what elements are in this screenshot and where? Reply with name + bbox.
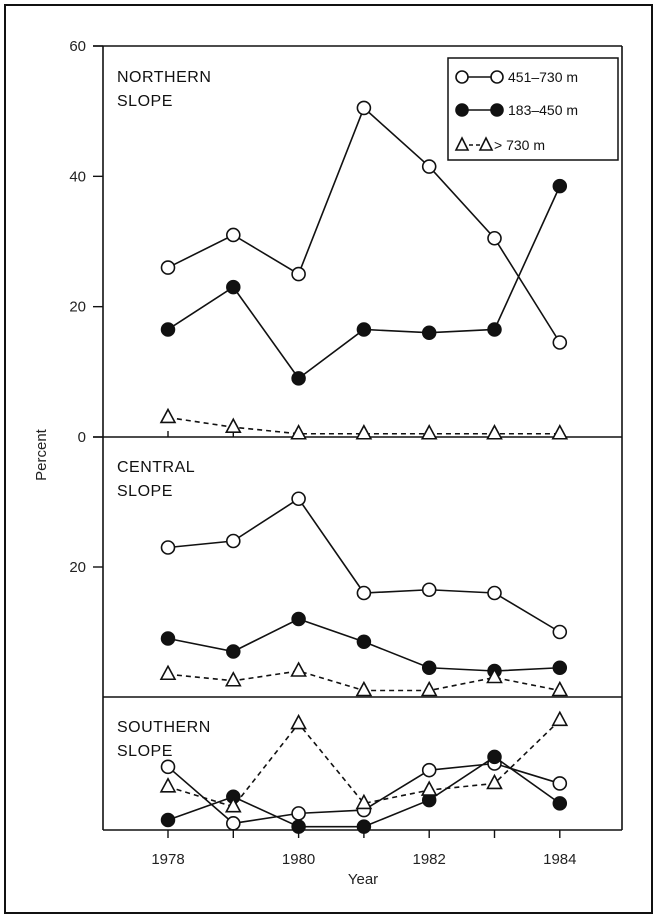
data-point-open-circle: [226, 533, 241, 549]
data-point-triangle: [355, 680, 373, 697]
data-point-filled-circle: [356, 322, 372, 337]
data-point-open-circle: [421, 762, 437, 778]
series-layer: [159, 100, 569, 834]
data-point-triangle: [551, 680, 569, 697]
panel-title-line2: SLOPE: [117, 93, 173, 110]
series-line: [167, 185, 561, 380]
data-point-filled-circle: [487, 749, 502, 765]
legend-label-451-730: 451–730 m: [508, 69, 578, 85]
y-axis-title: Percent: [33, 428, 50, 481]
data-point-open-circle: [487, 585, 502, 601]
y-tick-label: 0: [78, 429, 86, 446]
data-point-triangle: [420, 780, 438, 796]
legend-marker-triangle-right: [478, 136, 494, 151]
legend-marker-triangle-left: [454, 136, 470, 151]
x-axis-title: Year: [348, 871, 378, 888]
legend-label-183-450: 183–450 m: [508, 102, 578, 118]
data-point-triangle: [551, 710, 569, 727]
series-line: [167, 497, 561, 633]
x-tick-label: 1980: [282, 851, 315, 868]
data-point-triangle: [486, 773, 503, 790]
data-point-triangle: [355, 424, 373, 440]
panel-title-line1: CENTRAL: [117, 459, 195, 476]
data-point-triangle: [486, 667, 503, 684]
data-point-open-circle: [291, 491, 306, 507]
data-point-filled-circle: [160, 322, 176, 337]
data-point-filled-circle: [291, 611, 306, 627]
data-point-filled-circle: [421, 660, 437, 675]
data-point-filled-circle: [552, 660, 568, 675]
data-point-filled-circle: [160, 812, 176, 828]
data-point-filled-circle: [160, 631, 176, 646]
panel-title-line1: SOUTHERN: [117, 719, 211, 736]
figure-frame: [4, 4, 653, 914]
data-point-open-circle: [552, 335, 568, 350]
data-point-open-circle: [160, 759, 176, 775]
data-point-triangle: [224, 797, 242, 813]
data-point-filled-circle: [226, 644, 241, 659]
data-point-filled-circle: [487, 322, 502, 337]
data-point-filled-circle: [356, 819, 372, 834]
legend-marker-open-circle-left: [455, 70, 469, 84]
legend: 451–730 m 183–450 m > 730 m: [447, 57, 619, 161]
data-point-open-circle: [356, 100, 372, 116]
x-tick-label: 1978: [151, 851, 184, 868]
data-point-open-circle: [421, 159, 437, 174]
y-tick-label: 40: [69, 168, 86, 185]
data-point-filled-circle: [552, 796, 568, 811]
data-point-triangle: [159, 777, 177, 793]
data-point-open-circle: [226, 816, 241, 831]
data-point-filled-circle: [421, 325, 437, 340]
y-tick-label: 20: [69, 559, 86, 576]
axes-layer: 1978 1980 1982 1984 0 20 40 60 20: [69, 38, 623, 868]
data-point-filled-circle: [291, 819, 306, 834]
panel-title-line1: NORTHERN: [117, 69, 211, 86]
data-point-filled-circle: [291, 371, 306, 386]
data-point-filled-circle: [226, 279, 241, 295]
legend-marker-filled-circle-right: [490, 103, 504, 117]
panels-layer: NORTHERN SLOPE CENTRAL SLOPE SOUTHERN SLOPE: [117, 69, 211, 760]
data-point-open-circle: [291, 806, 306, 821]
legend-marker-filled-circle-left: [455, 103, 469, 117]
data-point-open-circle: [160, 260, 176, 275]
panel-title-line2: SLOPE: [117, 743, 173, 760]
data-point-triangle: [486, 424, 503, 440]
data-point-triangle: [224, 417, 242, 434]
data-point-open-circle: [160, 540, 176, 555]
panel-title-line2: SLOPE: [117, 483, 173, 500]
data-point-triangle: [551, 424, 569, 440]
data-point-open-circle: [226, 227, 241, 243]
data-point-filled-circle: [356, 634, 372, 649]
data-point-triangle: [290, 713, 307, 730]
data-point-triangle: [355, 793, 373, 810]
data-point-open-circle: [487, 230, 502, 246]
data-point-triangle: [159, 407, 177, 424]
data-point-open-circle: [421, 582, 437, 598]
y-tick-label: 60: [69, 38, 86, 55]
y-tick-label: 20: [69, 299, 86, 316]
data-point-open-circle: [552, 776, 568, 791]
x-tick-label: 1982: [413, 851, 446, 868]
data-point-triangle: [290, 661, 307, 677]
data-point-filled-circle: [552, 178, 568, 194]
data-point-triangle: [420, 680, 438, 697]
data-point-triangle: [420, 424, 438, 440]
data-point-triangle: [224, 671, 242, 687]
data-point-open-circle: [291, 266, 306, 282]
data-point-triangle: [159, 664, 177, 681]
legend-label-gt-730: > 730 m: [494, 137, 545, 153]
data-point-open-circle: [356, 585, 372, 601]
legend-marker-open-circle-right: [490, 70, 504, 84]
legend-box: [447, 57, 619, 161]
data-point-triangle: [290, 424, 307, 440]
x-tick-label: 1984: [543, 851, 576, 868]
data-point-open-circle: [552, 624, 568, 640]
